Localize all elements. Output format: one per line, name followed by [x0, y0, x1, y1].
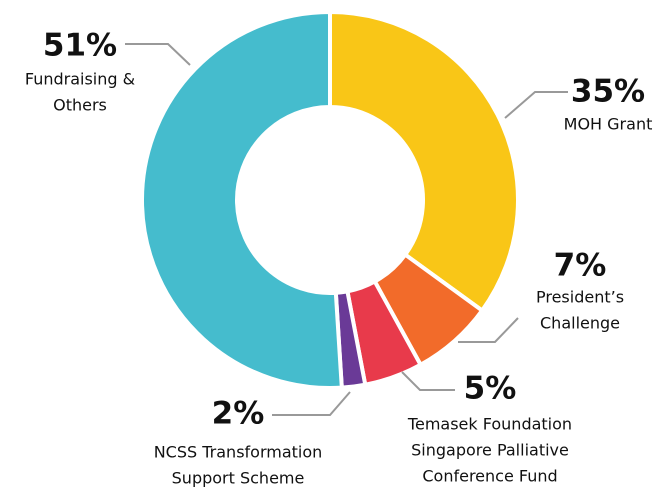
- value-label: 5%: [464, 371, 517, 407]
- value-label: 35%: [571, 74, 645, 110]
- category-label: Temasek Foundation: [407, 415, 572, 434]
- category-label: Support Scheme: [172, 469, 305, 488]
- category-label: President’s: [536, 288, 624, 307]
- leader-line: [272, 391, 351, 416]
- category-label: Others: [53, 96, 107, 115]
- donut-slice: [140, 9, 344, 390]
- value-label: 51%: [43, 28, 117, 64]
- value-label: 2%: [212, 396, 265, 432]
- leader-line: [504, 91, 568, 119]
- category-label: Conference Fund: [422, 467, 557, 486]
- category-label: Fundraising &: [25, 70, 135, 89]
- category-label: Challenge: [540, 314, 620, 333]
- leader-line: [458, 317, 519, 343]
- donut-slice: [328, 9, 520, 314]
- category-label: MOH Grant: [564, 115, 653, 134]
- category-label: NCSS Transformation: [154, 443, 323, 462]
- leader-line: [125, 43, 191, 66]
- category-label: Singapore Palliative: [411, 441, 569, 460]
- leader-line: [401, 371, 455, 391]
- value-label: 7%: [554, 248, 607, 284]
